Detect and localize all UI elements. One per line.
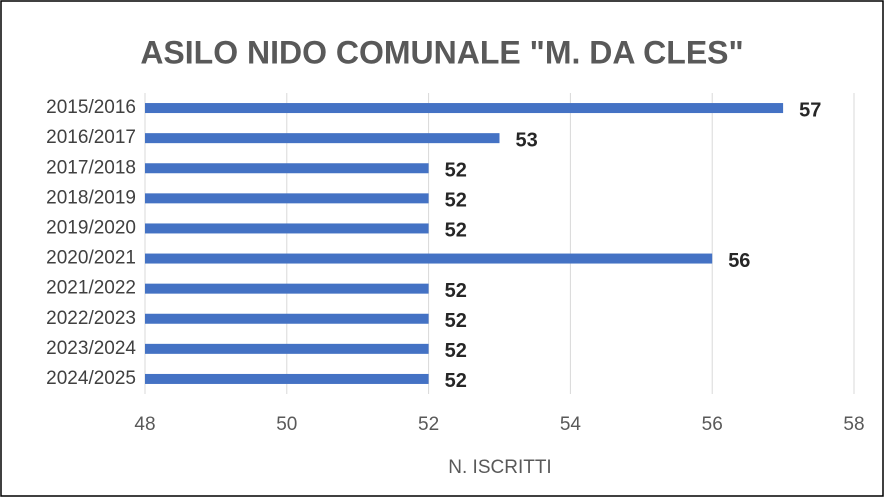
x-tick-label: 48 xyxy=(134,414,155,435)
bar xyxy=(145,193,429,204)
bar xyxy=(145,133,500,144)
data-label: 57 xyxy=(799,99,821,121)
bar xyxy=(145,253,713,264)
bar xyxy=(145,343,429,354)
data-label: 52 xyxy=(445,370,467,392)
y-tick-label: 2019/2020 xyxy=(46,217,136,238)
x-tick-label: 52 xyxy=(418,414,439,435)
y-tick-label: 2020/2021 xyxy=(46,248,136,269)
data-label: 52 xyxy=(445,280,467,302)
x-axis-label: N. ISCRITTI xyxy=(448,457,551,478)
chart-title: ASILO NIDO COMUNALE "M. DA CLES" xyxy=(140,34,743,70)
y-tick-label: 2018/2019 xyxy=(46,187,136,208)
x-tick-label: 58 xyxy=(843,414,864,435)
y-tick-label: 2023/2024 xyxy=(46,338,136,359)
x-tick-label: 54 xyxy=(560,414,582,435)
bar xyxy=(145,163,429,174)
data-label: 52 xyxy=(445,160,467,182)
y-tick-label: 2021/2022 xyxy=(46,278,136,299)
data-label: 53 xyxy=(516,129,538,151)
data-label: 52 xyxy=(445,220,467,242)
data-label: 52 xyxy=(445,340,467,362)
x-tick-label: 56 xyxy=(702,414,723,435)
data-label: 52 xyxy=(445,310,467,332)
data-label: 56 xyxy=(728,250,750,272)
bar xyxy=(145,283,429,294)
bar xyxy=(145,223,429,234)
bar xyxy=(145,103,784,114)
bar xyxy=(145,313,429,324)
y-tick-label: 2017/2018 xyxy=(46,157,136,178)
y-tick-label: 2022/2023 xyxy=(46,308,136,329)
x-tick-label: 50 xyxy=(276,414,297,435)
data-label: 52 xyxy=(445,190,467,212)
bar xyxy=(145,373,429,384)
y-tick-label: 2015/2016 xyxy=(46,97,136,118)
y-tick-label: 2024/2025 xyxy=(46,368,136,389)
y-tick-label: 2016/2017 xyxy=(46,127,136,148)
